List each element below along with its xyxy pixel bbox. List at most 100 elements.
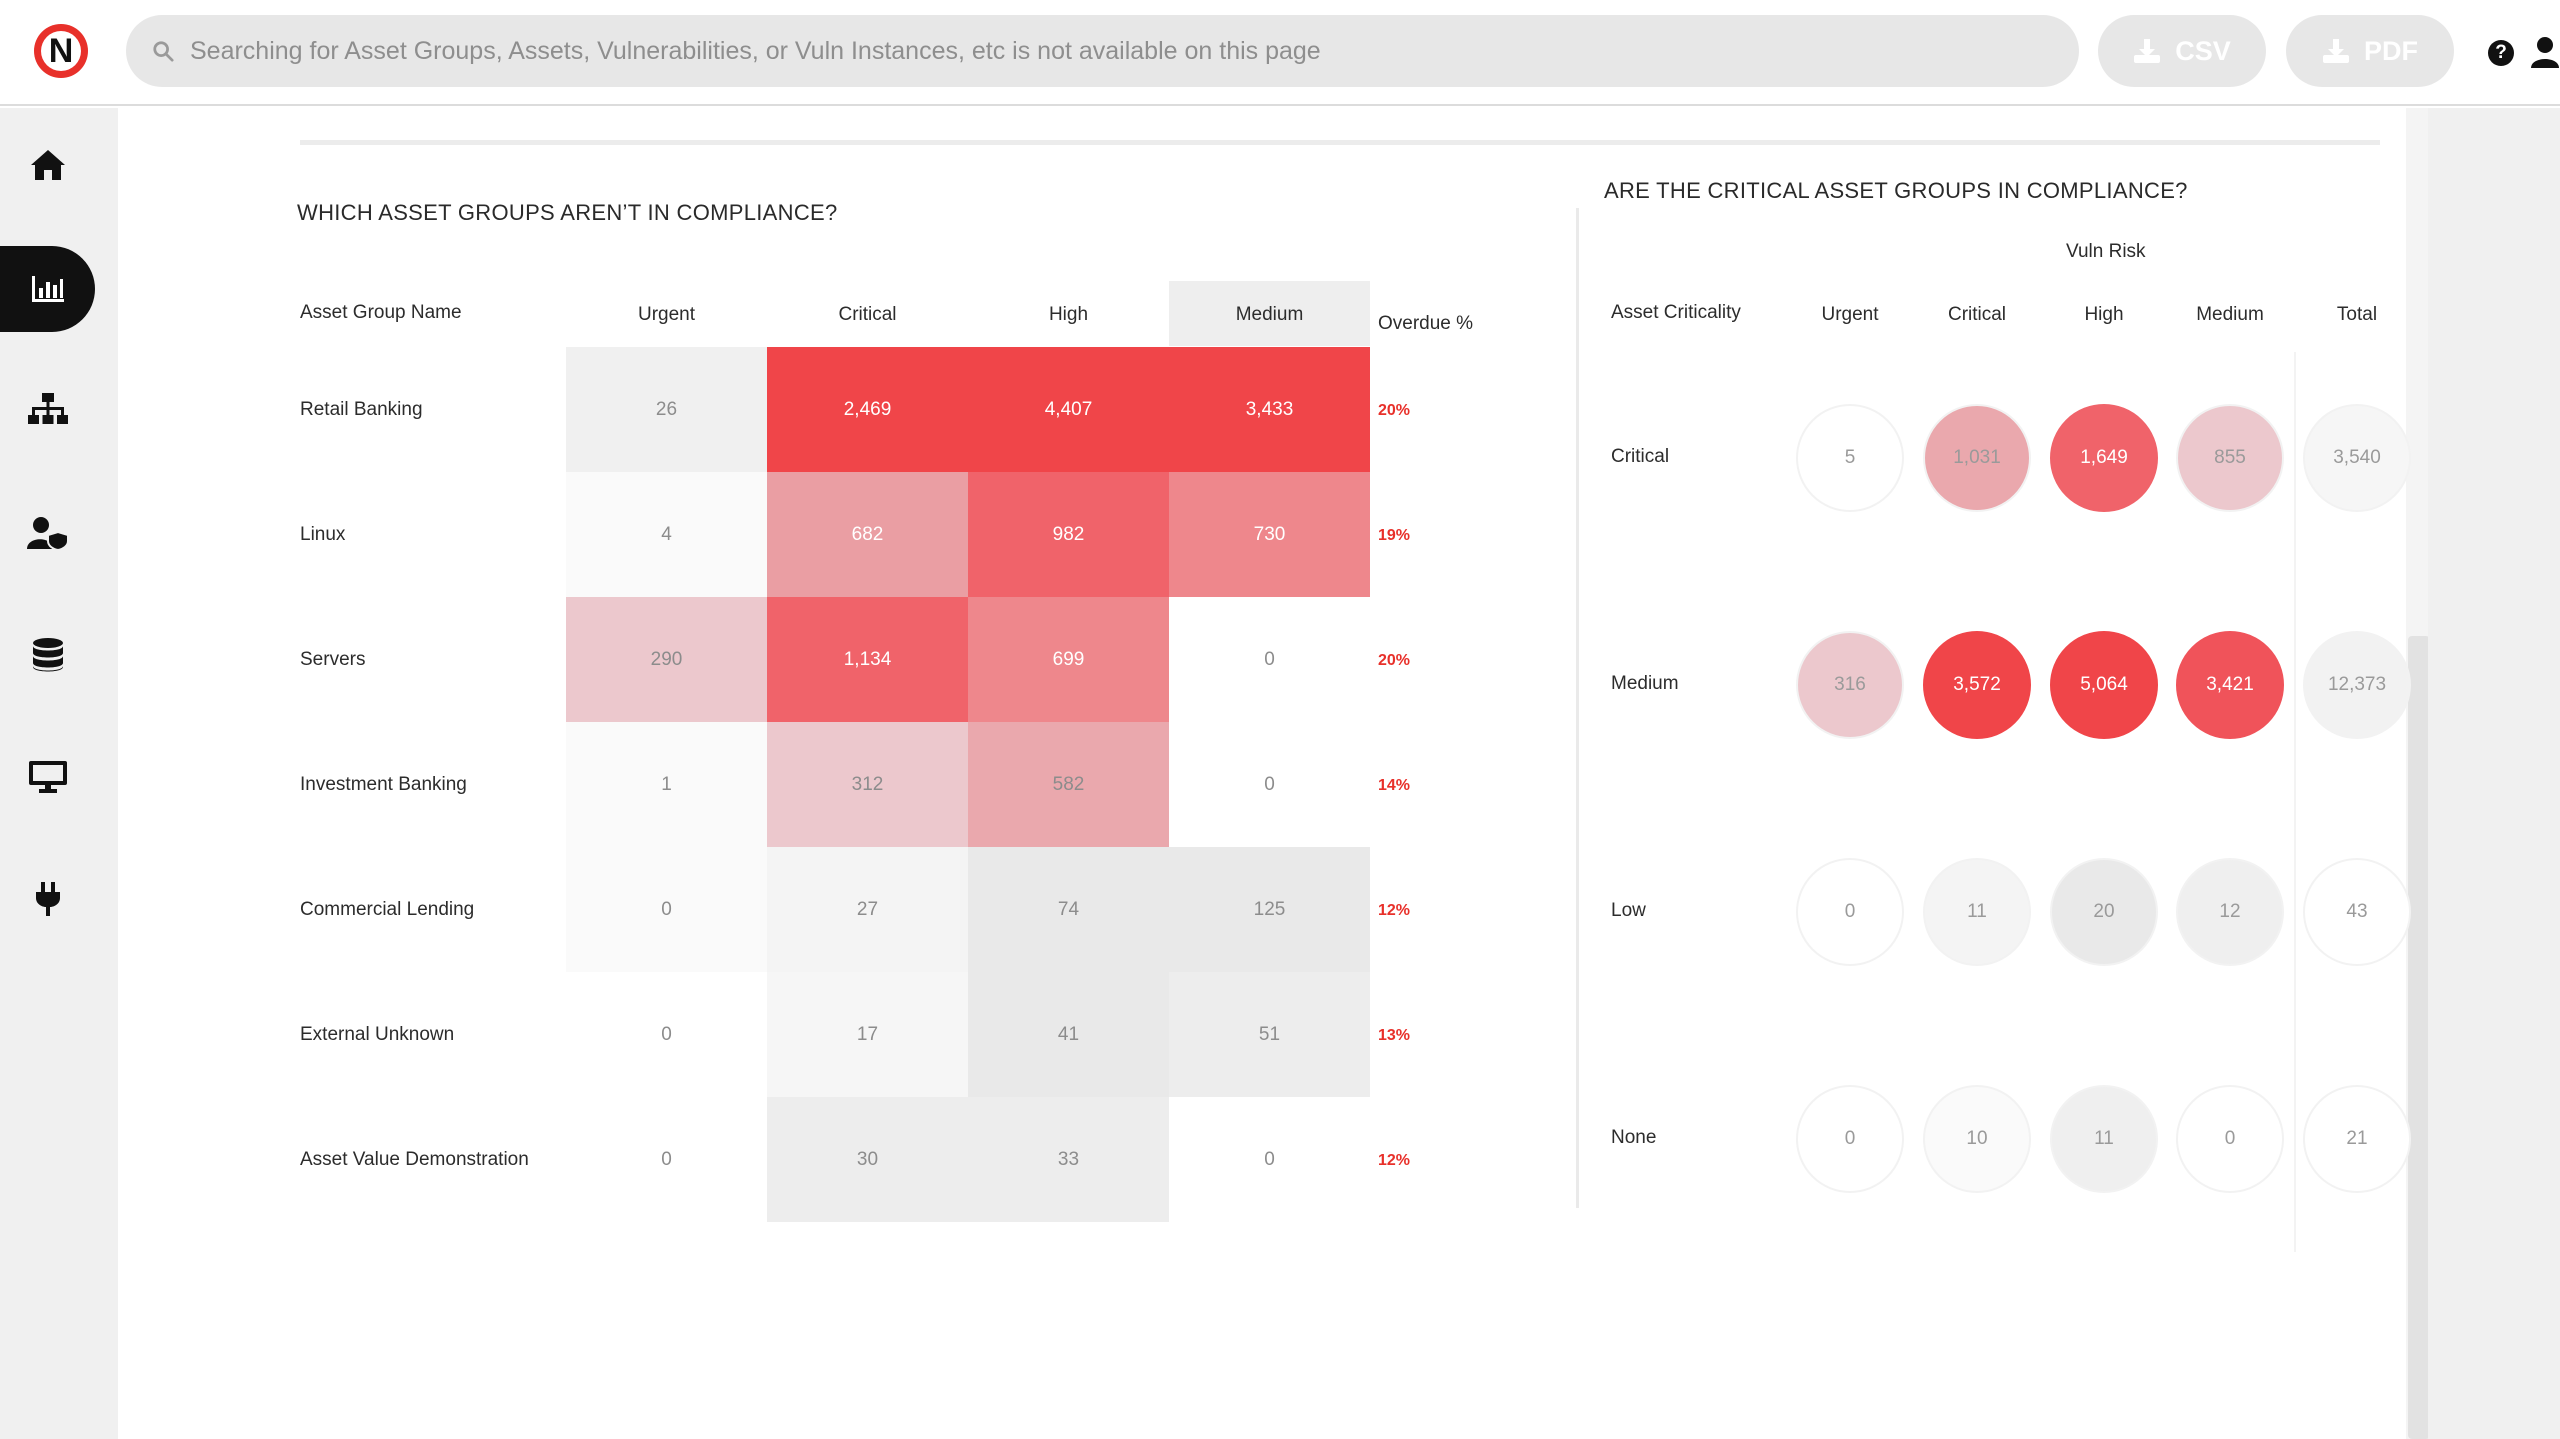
risk-circle-high[interactable]: 1,649 [2050, 404, 2158, 512]
nav-hierarchy[interactable] [0, 366, 95, 452]
header-urgent: Urgent [1821, 304, 1879, 325]
vuln-risk-header: Vuln Risk [2066, 241, 2146, 262]
heatmap-cell-high[interactable]: 982 [968, 472, 1169, 597]
heatmap-cell-high[interactable]: 74 [968, 847, 1169, 972]
heatmap-cell-critical[interactable]: 30 [767, 1097, 968, 1222]
heatmap-cell-medium[interactable]: 0 [1169, 1097, 1370, 1222]
risk-circle-critical[interactable]: 1,031 [1923, 404, 2031, 512]
risk-circle-high[interactable]: 11 [2050, 1085, 2158, 1193]
scrollbar-thumb[interactable] [2408, 636, 2430, 1439]
sidebar [0, 108, 118, 1439]
panel-divider [1576, 208, 1579, 1208]
search-input[interactable] [190, 36, 2050, 66]
heatmap-cell-medium[interactable]: 0 [1169, 722, 1370, 847]
heatmap-cell-urgent[interactable]: 1 [566, 722, 767, 847]
nav-home[interactable] [0, 122, 95, 208]
risk-circle-critical[interactable]: 3,572 [1923, 631, 2031, 739]
monitor-icon [28, 761, 67, 793]
heatmap-cell-high[interactable]: 582 [968, 722, 1169, 847]
heatmap-cell-medium[interactable]: 3,433 [1169, 347, 1370, 472]
nav-users[interactable] [0, 490, 95, 576]
nav-reports[interactable] [0, 246, 95, 332]
heatmap-cell-high[interactable]: 4,407 [968, 347, 1169, 472]
risk-circle-total[interactable]: 43 [2303, 858, 2411, 966]
heatmap-cell-critical[interactable]: 27 [767, 847, 968, 972]
header-asset-criticality: Asset Criticality [1611, 302, 1741, 323]
download-icon [2323, 39, 2349, 63]
heatmap-cell-urgent[interactable]: 0 [566, 972, 767, 1097]
heatmap-cell-medium[interactable]: 125 [1169, 847, 1370, 972]
pdf-label: PDF [2364, 35, 2418, 66]
criticality-label: Low [1611, 900, 1646, 921]
pdf-button[interactable]: PDF [2286, 15, 2454, 87]
risk-circle-urgent[interactable]: 0 [1796, 1085, 1904, 1193]
heatmap-cell-urgent[interactable]: 26 [566, 347, 767, 472]
header-high: High [1048, 304, 1089, 325]
nav-assets[interactable] [0, 734, 95, 820]
row-label: Commercial Lending [300, 899, 475, 920]
risk-circle-high[interactable]: 5,064 [2050, 631, 2158, 739]
heatmap-cell-medium[interactable]: 51 [1169, 972, 1370, 1097]
heatmap-cell-urgent[interactable]: 0 [566, 1097, 767, 1222]
row-label: Retail Banking [300, 399, 423, 420]
heatmap-cell-high[interactable]: 33 [968, 1097, 1169, 1222]
csv-button[interactable]: CSV [2098, 15, 2266, 87]
risk-circle-total[interactable]: 21 [2303, 1085, 2411, 1193]
heatmap-cell-medium[interactable]: 730 [1169, 472, 1370, 597]
nav-database[interactable] [0, 612, 95, 698]
header-critical: Critical [838, 304, 897, 325]
risk-circle-medium[interactable]: 12 [2176, 858, 2284, 966]
overdue-percent: 14% [1378, 777, 1411, 794]
left-panel-title: WHICH ASSET GROUPS AREN’T IN COMPLIANCE? [297, 200, 838, 225]
heatmap-cell-urgent[interactable]: 290 [566, 597, 767, 722]
home-icon [30, 150, 65, 180]
risk-circle-total[interactable]: 12,373 [2303, 631, 2411, 739]
header-critical: Critical [1947, 304, 2007, 325]
heatmap-cell-urgent[interactable]: 4 [566, 472, 767, 597]
risk-circle-urgent[interactable]: 0 [1796, 858, 1904, 966]
heatmap-cell-high[interactable]: 699 [968, 597, 1169, 722]
heatmap-cell-critical[interactable]: 682 [767, 472, 968, 597]
risk-circle-total[interactable]: 3,540 [2303, 404, 2411, 512]
risk-circle-medium[interactable]: 3,421 [2176, 631, 2284, 739]
criticality-label: Medium [1611, 673, 1679, 694]
risk-circle-urgent[interactable]: 316 [1796, 631, 1904, 739]
row-label: Linux [300, 524, 346, 545]
heatmap-cell-critical[interactable]: 312 [767, 722, 968, 847]
header-high: High [2084, 304, 2124, 325]
heatmap-cell-high[interactable]: 41 [968, 972, 1169, 1097]
csv-label: CSV [2175, 35, 2231, 66]
risk-circle-medium[interactable]: 0 [2176, 1085, 2284, 1193]
overdue-percent: 19% [1378, 527, 1411, 544]
heatmap-cell-critical[interactable]: 1,134 [767, 597, 968, 722]
risk-circle-medium[interactable]: 855 [2176, 404, 2284, 512]
header-overdue: Overdue % [1378, 313, 1474, 334]
overdue-percent: 20% [1378, 402, 1411, 419]
heatmap-cell-urgent[interactable]: 0 [566, 847, 767, 972]
criticality-label: Critical [1611, 446, 1670, 467]
header-total: Total [2336, 304, 2378, 325]
download-icon [2134, 39, 2161, 63]
nav-integrations[interactable] [0, 856, 95, 942]
heatmap-cell-critical[interactable]: 2,469 [767, 347, 968, 472]
header-urgent: Urgent [637, 304, 696, 325]
app-logo[interactable]: N [34, 24, 88, 78]
risk-circle-urgent[interactable]: 5 [1796, 404, 1904, 512]
user-icon[interactable] [2530, 36, 2560, 68]
heatmap-cell-medium[interactable]: 0 [1169, 597, 1370, 722]
row-label: Servers [300, 649, 366, 670]
plug-icon [35, 882, 60, 916]
logo-letter: N [41, 31, 81, 71]
help-icon[interactable]: ? [2488, 40, 2514, 66]
risk-circle-high[interactable]: 20 [2050, 858, 2158, 966]
header-medium: Medium [2196, 304, 2264, 325]
right-panel-title: ARE THE CRITICAL ASSET GROUPS IN COMPLIA… [1604, 178, 2188, 203]
risk-circle-critical[interactable]: 11 [1923, 858, 2031, 966]
row-label: Investment Banking [300, 774, 467, 795]
search-bar[interactable] [126, 15, 2079, 87]
criticality-label: None [1611, 1127, 1657, 1148]
risk-circle-critical[interactable]: 10 [1923, 1085, 2031, 1193]
header-medium-bg [1169, 281, 1370, 346]
heatmap-cell-critical[interactable]: 17 [767, 972, 968, 1097]
bar-chart-icon [31, 276, 64, 302]
